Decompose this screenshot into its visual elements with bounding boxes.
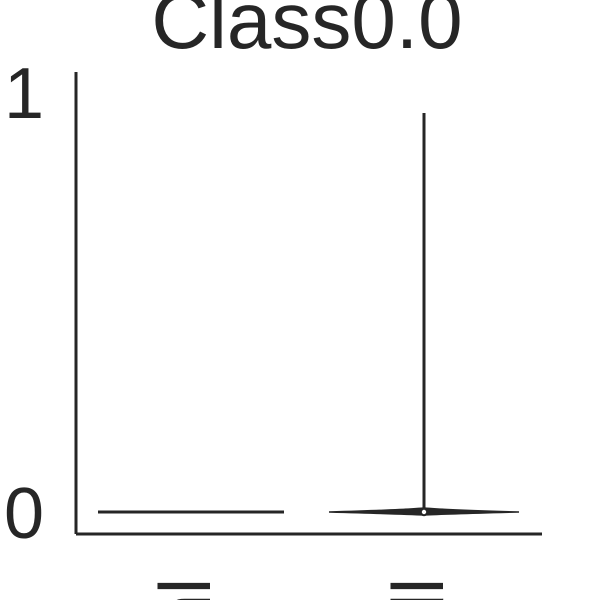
x-tick-label: ml <box>146 578 226 600</box>
violin-marks <box>98 113 520 517</box>
violin-median-dot <box>419 507 429 517</box>
y-tick-labels: 01 <box>4 54 44 554</box>
chart-title: Class0.0 <box>151 0 462 65</box>
y-tick-label: 1 <box>4 54 44 134</box>
x-tick-label: dl <box>379 578 459 600</box>
y-tick-label: 0 <box>4 474 44 554</box>
x-tick-labels: ml dl <box>146 578 459 600</box>
